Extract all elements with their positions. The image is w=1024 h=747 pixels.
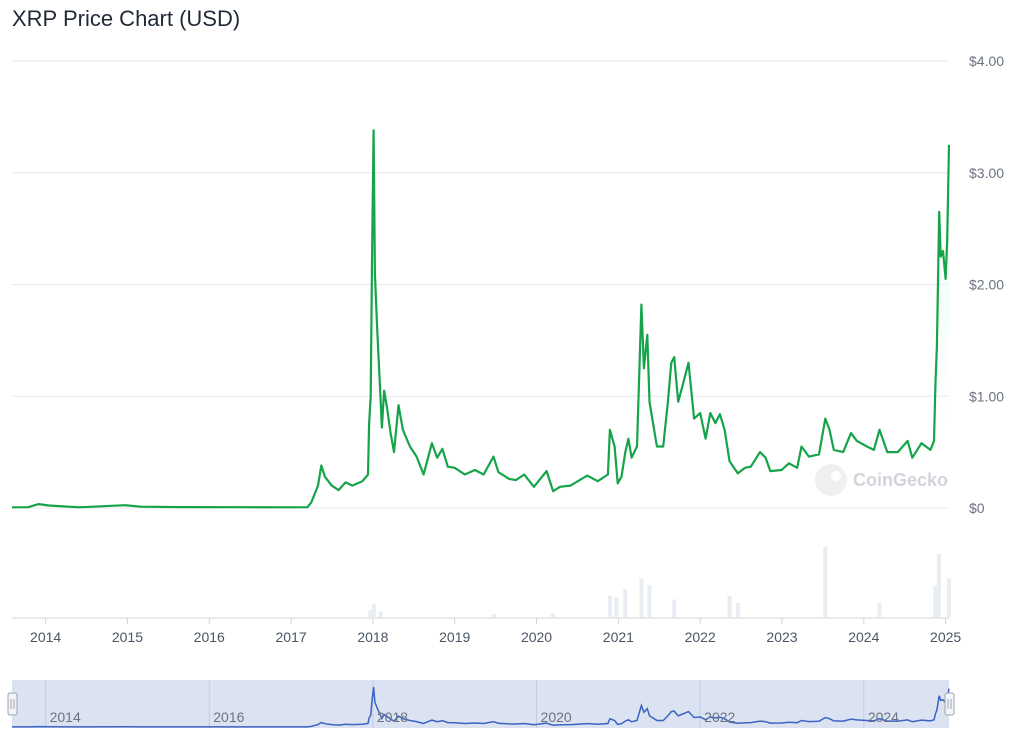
price-line[interactable] [11,129,951,509]
volume-bar [735,603,740,617]
volume-bar [936,554,941,617]
navigator-selection[interactable] [12,680,949,728]
volume-bar [947,578,951,617]
volume-bar [608,596,613,617]
price-line-layer[interactable] [11,129,951,509]
x-tick-label: 2021 [603,629,634,645]
chart-title: XRP Price Chart (USD) [12,6,241,31]
navigator-ticks: 2014 2016 2018 2020 2022 2024 [50,709,900,725]
navigator-line-layer [12,687,950,728]
navigator-tick-label: 2016 [213,709,244,725]
volume-bar [491,614,496,617]
volume-bar [647,585,652,617]
grid [12,60,949,619]
price-area-fill [12,130,949,509]
x-tick-label: 2017 [276,629,307,645]
y-tick-label: $0 [969,500,985,516]
volume-bar [378,611,383,617]
watermark-text: CoinGecko [853,470,948,490]
volume-bar [727,596,732,617]
x-tick-label: 2023 [766,629,797,645]
volume-bar [639,578,644,617]
range-navigator[interactable]: 2014 2016 2018 2020 2022 2024 [7,680,955,728]
x-tick-label: 2014 [30,629,61,645]
volume-bars [368,547,951,617]
y-tick-label: $4.00 [969,53,1004,69]
navigator-left-handle[interactable] [7,692,18,716]
volume-bar [933,585,938,617]
y-tick-label: $1.00 [969,388,1004,404]
volume-bar [877,603,882,617]
y-axis: $0 $1.00 $2.00 $3.00 $4.00 [969,53,1004,516]
coingecko-logo-icon [815,464,847,496]
coingecko-watermark: CoinGecko [815,464,948,496]
navigator-tick-label: 2022 [704,709,735,725]
y-tick-label: $3.00 [969,165,1004,181]
x-axis: 2014 2015 2016 2017 2018 2019 2020 2021 2022 2023… [30,618,961,645]
coingecko-logo-eye [831,471,841,481]
navigator-tick-label: 2018 [377,709,408,725]
x-tick-label: 2018 [357,629,388,645]
x-tick-label: 2016 [194,629,225,645]
volume-bar [823,547,828,617]
volume-bar [368,610,373,617]
volume-bar [672,599,677,617]
navigator-tick-label: 2024 [868,709,899,725]
x-tick-label: 2025 [930,629,961,645]
navigator-tick-label: 2020 [541,709,572,725]
navigator-right-handle[interactable] [944,692,955,716]
x-tick-label: 2019 [439,629,470,645]
navigator-tick-label: 2014 [50,709,81,725]
volume-bar [623,589,628,617]
x-tick-label: 2024 [848,629,879,645]
x-tick-label: 2022 [685,629,716,645]
volume-bar [371,604,376,617]
volume-bar [614,597,619,617]
x-tick-label: 2020 [521,629,552,645]
y-tick-label: $2.00 [969,277,1004,293]
volume-bar [550,613,555,617]
price-area [12,130,949,509]
navigator-line [12,687,950,728]
x-tick-label: 2015 [112,629,143,645]
